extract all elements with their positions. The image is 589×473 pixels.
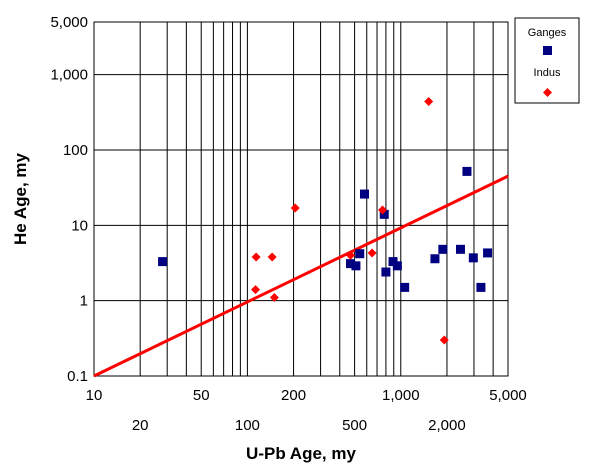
data-point-indus — [269, 293, 279, 303]
y-tick-label: 1,000 — [50, 67, 88, 84]
data-point-ganges — [392, 261, 402, 271]
data-point-ganges — [455, 244, 465, 254]
data-point-indus — [267, 252, 277, 262]
legend-label-ganges: Ganges — [528, 27, 567, 39]
data-point-ganges — [430, 254, 440, 264]
data-point-ganges — [359, 189, 369, 199]
reference-line-layer — [93, 174, 509, 378]
data-point-indus — [367, 248, 377, 258]
data-point-ganges — [438, 244, 448, 254]
x-tick-label: 1,000 — [382, 387, 420, 404]
data-point-indus — [424, 97, 434, 107]
y-tick-label: 1 — [80, 293, 88, 310]
x-tick-label: 20 — [132, 417, 149, 434]
legend-marker-ganges — [543, 46, 552, 55]
data-point-ganges — [355, 249, 365, 259]
x-tick-label: 50 — [193, 387, 210, 404]
plot-frame — [93, 21, 509, 377]
data-point-ganges — [483, 248, 493, 258]
data-point-indus — [345, 250, 355, 260]
data-point-indus — [290, 203, 300, 213]
y-tick-label: 10 — [71, 217, 88, 234]
data-point-indus — [251, 252, 261, 262]
data-point-indus — [251, 285, 261, 295]
data-point-indus — [378, 205, 388, 215]
y-tick-label: 100 — [63, 142, 88, 159]
x-axis-title: U-Pb Age, my — [246, 444, 356, 463]
x-tick-label: 200 — [281, 387, 306, 404]
y-axis-title: He Age, my — [11, 152, 30, 245]
legend-label-indus: Indus — [534, 67, 561, 79]
reference-line — [93, 174, 509, 378]
legend-marker-indus — [543, 88, 552, 97]
legend: Ganges Indus — [514, 17, 580, 104]
data-point-ganges — [381, 267, 391, 277]
y-tick-label: 5,000 — [50, 14, 88, 31]
x-tick-label: 100 — [235, 417, 260, 434]
x-tick-label: 500 — [342, 417, 367, 434]
x-tick-label: 2,000 — [428, 417, 466, 434]
data-point-ganges — [468, 253, 478, 263]
data-point-ganges — [345, 259, 355, 269]
data-point-ganges — [462, 166, 472, 176]
data-point-ganges — [379, 209, 389, 219]
tick-labels: 10 50 200 1,000 5,000 20 100 500 2,000 0.1 1 10 100 1… — [50, 14, 526, 434]
data-point-indus — [439, 335, 449, 345]
data-point-ganges — [400, 282, 410, 292]
x-tick-label: 10 — [86, 387, 103, 404]
data-point-ganges — [476, 282, 486, 292]
data-points — [158, 97, 493, 345]
x-tick-label: 5,000 — [489, 387, 527, 404]
data-point-ganges — [158, 257, 168, 267]
y-tick-label: 0.1 — [67, 368, 88, 385]
data-point-ganges — [351, 261, 361, 271]
grid — [94, 22, 508, 376]
